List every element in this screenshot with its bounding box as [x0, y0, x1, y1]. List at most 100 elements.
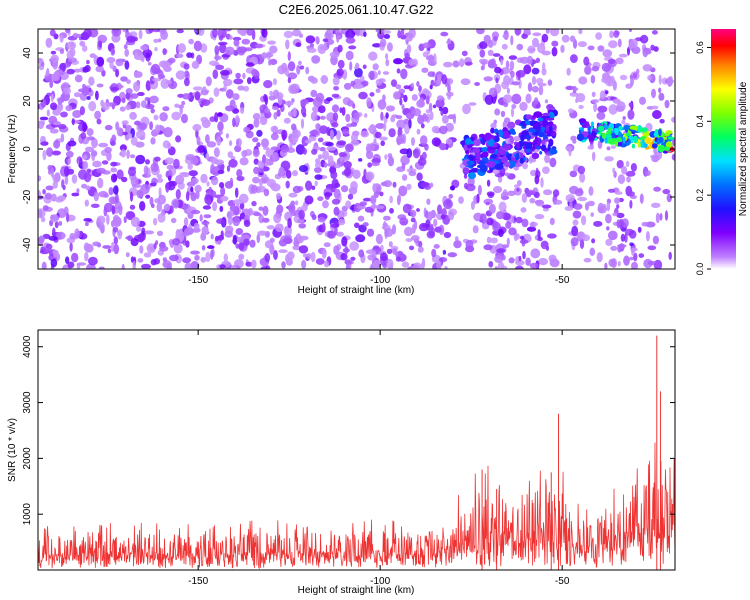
spectrogram-speckle — [385, 59, 390, 67]
spectrogram-speckle — [408, 245, 415, 251]
spectrogram-speckle — [196, 136, 201, 146]
spectrogram-speckle — [608, 104, 618, 115]
spectrogram-speckle — [427, 71, 435, 77]
spectrogram-speckle — [173, 243, 183, 254]
spectrogram-speckle — [387, 156, 395, 167]
spectrogram-speckle — [408, 29, 416, 39]
spectrogram-speckle — [601, 62, 612, 72]
spectrogram-speckle — [230, 264, 238, 269]
spectrogram-speckle — [95, 65, 104, 73]
spectrogram-signal-blob — [487, 149, 496, 154]
spectrogram-speckle — [587, 45, 595, 51]
spectrogram-speckle — [664, 210, 669, 221]
spectrogram-speckle — [406, 148, 413, 159]
spectrogram-speckle — [628, 230, 637, 239]
spectrogram-speckle — [579, 172, 586, 183]
spectrogram-speckle — [344, 259, 352, 265]
spectrogram-signal-blob — [534, 136, 539, 143]
spectrogram-speckle — [315, 36, 319, 44]
spectrogram-speckle — [569, 35, 576, 43]
spectrogram-speckle — [323, 162, 328, 168]
spectrogram-speckle — [50, 93, 54, 103]
spectrogram-speckle — [126, 35, 136, 43]
spectrogram-speckle — [337, 44, 343, 53]
spectrogram-speckle — [401, 162, 406, 169]
spectrogram-speckle — [273, 213, 282, 224]
spectrogram-speckle — [367, 254, 376, 261]
spectrogram-speckle — [362, 197, 372, 202]
spectrogram-speckle — [138, 29, 143, 40]
spectrogram-signal-blob — [525, 120, 530, 126]
spectrogram-speckle — [217, 121, 224, 132]
spectrogram-speckle — [289, 142, 293, 149]
spectrogram-speckle — [479, 41, 488, 50]
spectrogram-speckle — [595, 32, 602, 40]
spectrogram-speckle — [420, 123, 425, 129]
spectrogram-speckle — [285, 180, 290, 189]
spectrogram-speckle — [667, 76, 673, 87]
spectrogram-speckle — [486, 179, 491, 187]
spectrogram-speckle — [593, 220, 603, 227]
spectrogram-speckle — [604, 156, 614, 162]
spectrogram-speckle — [513, 136, 521, 142]
spectrogram-speckle — [326, 38, 335, 45]
spectrogram-speckle — [130, 256, 134, 263]
spectrogram-speckle — [581, 215, 587, 226]
spectrogram-signal-blob — [478, 160, 486, 166]
spectrogram-speckle — [363, 31, 367, 37]
spectrogram-speckle — [572, 87, 579, 91]
spectrogram-speckle — [494, 108, 501, 116]
spectrogram-speckle — [242, 72, 246, 80]
spectrogram-speckle — [53, 252, 60, 258]
spectrogram-speckle — [111, 134, 117, 143]
spectrogram-speckle — [73, 32, 78, 38]
spectrogram-speckle — [292, 107, 297, 118]
y-tick-label: -40 — [22, 237, 33, 252]
spectrogram-speckle — [384, 154, 388, 160]
spectrogram-speckle — [383, 180, 392, 188]
spectrogram-speckle — [134, 120, 141, 126]
spectrogram-speckle — [91, 138, 98, 148]
spectrogram-speckle — [125, 92, 131, 100]
spectrogram-signal-blob — [495, 163, 504, 170]
spectrogram-speckle — [219, 195, 229, 202]
y-tick-label: 40 — [22, 47, 33, 59]
spectrogram-speckle — [438, 257, 448, 263]
spectrogram-speckle — [490, 122, 497, 129]
spectrogram-speckle — [46, 109, 50, 117]
spectrogram-signal-blob — [552, 124, 557, 131]
spectrogram-speckle — [411, 228, 416, 234]
spectrogram-speckle — [242, 85, 250, 92]
spectrogram-speckle — [181, 113, 188, 124]
spectrogram-speckle — [288, 192, 298, 198]
spectrogram-speckle — [106, 57, 116, 63]
spectrogram-speckle — [252, 57, 259, 65]
spectrogram-speckle — [158, 38, 162, 43]
spectrogram-speckle — [130, 154, 136, 159]
spectrogram-speckle — [383, 30, 391, 34]
spectrogram-speckle — [110, 161, 118, 167]
spectrogram-speckle — [614, 197, 621, 204]
spectrogram-signal-blob — [478, 133, 486, 138]
spectrogram-speckle — [175, 135, 182, 143]
spectrogram-speckle — [296, 64, 301, 75]
spectrogram-speckle — [439, 143, 447, 151]
spectrogram-speckle — [384, 228, 388, 239]
spectrogram-speckle — [443, 199, 453, 210]
spectrogram-speckle — [495, 77, 499, 84]
spectrogram-speckle — [619, 245, 625, 250]
spectrogram-speckle — [262, 154, 267, 164]
spectrogram-speckle — [197, 145, 206, 153]
spectrogram-speckle — [262, 205, 269, 216]
spectrogram-signal-blob — [503, 131, 510, 139]
spectrogram-signal-blob — [500, 156, 508, 164]
spectrogram-speckle — [133, 81, 141, 92]
spectrogram-speckle — [79, 106, 85, 116]
spectrogram-speckle — [269, 45, 278, 54]
spectrogram-speckle — [323, 242, 331, 248]
spectrogram-speckle — [319, 147, 326, 152]
spectrogram-speckle — [280, 144, 290, 153]
spectrogram-speckle — [362, 64, 367, 70]
spectrogram-speckle — [269, 244, 275, 254]
spectrogram-speckle — [83, 172, 92, 183]
